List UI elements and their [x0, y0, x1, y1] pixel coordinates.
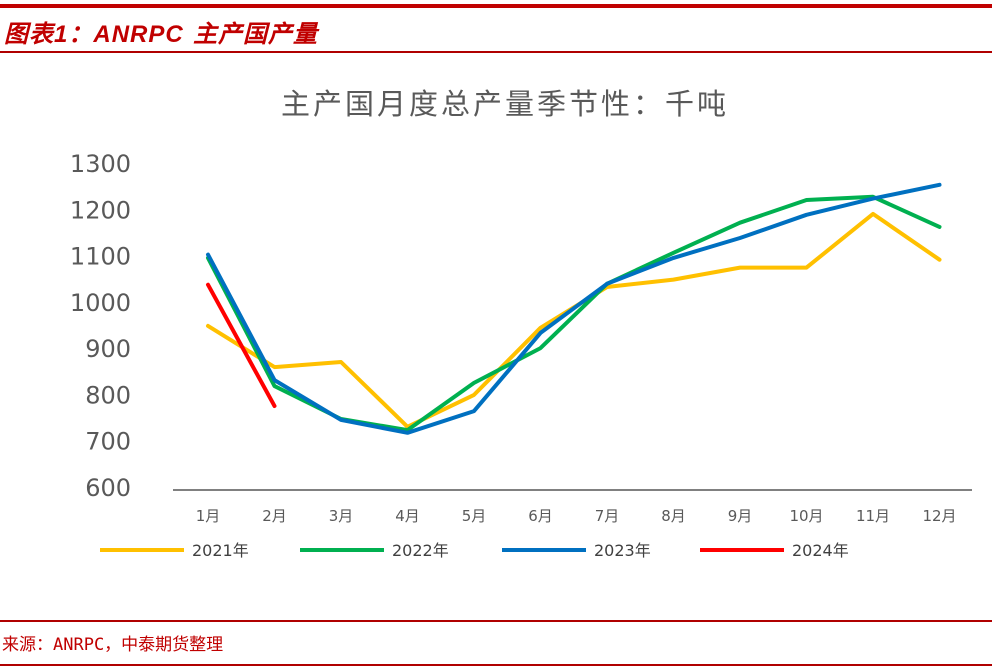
y-tick-label: 700 [85, 428, 131, 456]
x-tick-label: 6月 [528, 507, 553, 525]
series-line-2021 [206, 211, 942, 429]
source-note: 来源：ANRPC，中泰期货整理 [2, 635, 224, 655]
figure-title-prefix: 图表 [4, 19, 54, 48]
source-top-divider [0, 620, 992, 622]
series-line-2024 [206, 282, 277, 408]
series-line-2022 [206, 194, 942, 433]
legend-item: 2022年 [300, 541, 449, 560]
x-tick-label: 11月 [856, 507, 890, 525]
line-chart: 主产国月度总产量季节性：千吨 600 700 800 900 1000 1100 1200 1… [70, 87, 972, 560]
x-tick-label: 5月 [462, 507, 487, 525]
chart-title: 主产国月度总产量季节性：千吨 [281, 87, 729, 121]
source-bottom-divider [0, 664, 992, 666]
x-tick-label: 8月 [661, 507, 686, 525]
y-axis: 600 700 800 900 1000 1100 1200 1300 [70, 150, 131, 502]
figure-title-number: 1： [54, 21, 94, 48]
series-lines [206, 182, 942, 435]
legend-item: 2021年 [100, 541, 249, 560]
x-tick-label: 7月 [595, 507, 620, 525]
x-tick-label: 1月 [196, 507, 221, 525]
y-tick-label: 1300 [70, 150, 131, 178]
y-tick-label: 800 [85, 381, 131, 409]
y-tick-label: 1200 [70, 196, 131, 224]
y-tick-label: 900 [85, 335, 131, 363]
x-tick-label: 12月 [922, 507, 956, 525]
legend-item: 2024年 [700, 541, 849, 560]
legend-label: 2022年 [392, 541, 449, 560]
x-tick-label: 4月 [395, 507, 420, 525]
x-tick-label: 9月 [728, 507, 753, 525]
top-accent-bar [0, 4, 992, 8]
figure-title: 图表1：ANRPC 主产国产量 [4, 14, 318, 49]
x-tick-label: 3月 [329, 507, 354, 525]
x-tick-label: 2月 [262, 507, 287, 525]
series-line-2023 [206, 182, 942, 435]
legend: 2021年 2022年 2023年 2024年 [100, 541, 849, 560]
figure-title-en: ANRPC [93, 21, 184, 48]
y-tick-label: 1000 [70, 289, 131, 317]
x-axis: 1月 2月 3月 4月 5月 6月 7月 8月 9月 10月 11月 12月 [196, 507, 957, 525]
title-divider [0, 51, 992, 53]
figure-title-suffix: 主产国产量 [193, 19, 319, 48]
x-tick-label: 10月 [789, 507, 823, 525]
legend-label: 2023年 [594, 541, 651, 560]
y-tick-label: 600 [85, 474, 131, 502]
legend-label: 2021年 [192, 541, 249, 560]
legend-item: 2023年 [502, 541, 651, 560]
y-tick-label: 1100 [70, 243, 131, 271]
legend-label: 2024年 [792, 541, 849, 560]
